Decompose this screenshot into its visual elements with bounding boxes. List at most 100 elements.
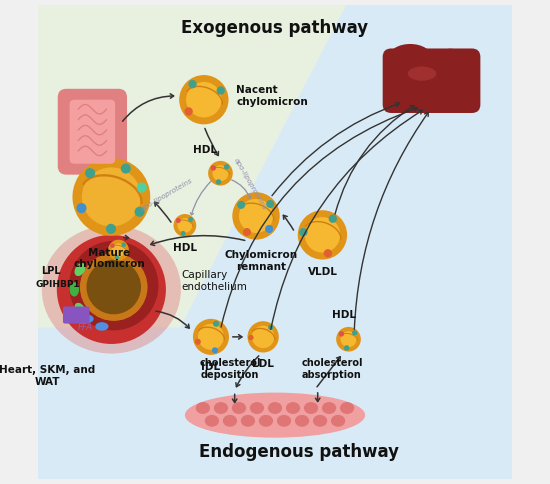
Circle shape [111, 315, 117, 320]
Ellipse shape [196, 402, 210, 414]
Circle shape [224, 164, 229, 169]
Ellipse shape [91, 161, 103, 176]
Circle shape [137, 299, 143, 305]
Polygon shape [38, 5, 346, 327]
Circle shape [103, 255, 109, 260]
Ellipse shape [241, 415, 255, 427]
Circle shape [126, 311, 132, 317]
Circle shape [212, 348, 218, 353]
Circle shape [57, 235, 166, 344]
Circle shape [96, 257, 101, 264]
Circle shape [103, 314, 109, 319]
Circle shape [243, 228, 251, 236]
Circle shape [84, 269, 90, 275]
Circle shape [329, 214, 337, 223]
Ellipse shape [185, 393, 365, 438]
Circle shape [173, 214, 196, 237]
Circle shape [80, 284, 86, 290]
Circle shape [126, 257, 132, 264]
Circle shape [86, 260, 141, 314]
Circle shape [336, 327, 361, 351]
Circle shape [195, 339, 201, 345]
Text: Nacent
chylomicron: Nacent chylomicron [236, 85, 308, 106]
Text: cholesterol
deposition: cholesterol deposition [199, 358, 261, 379]
Circle shape [89, 262, 95, 269]
Circle shape [237, 201, 245, 209]
Ellipse shape [389, 44, 432, 70]
Ellipse shape [340, 402, 354, 414]
Circle shape [140, 292, 146, 298]
Circle shape [298, 210, 347, 259]
Circle shape [344, 345, 349, 350]
Text: LDL: LDL [252, 359, 274, 369]
Text: Chylomicron
remnant: Chylomicron remnant [224, 250, 298, 272]
Ellipse shape [322, 402, 336, 414]
FancyBboxPatch shape [58, 89, 127, 175]
Text: Heart, SKM, and
WAT: Heart, SKM, and WAT [0, 365, 96, 387]
Ellipse shape [74, 263, 86, 276]
Circle shape [193, 319, 229, 355]
Ellipse shape [313, 415, 327, 427]
Ellipse shape [214, 402, 228, 414]
Polygon shape [38, 5, 512, 479]
Circle shape [82, 167, 141, 227]
Circle shape [111, 254, 117, 259]
Text: Exogenous pathway: Exogenous pathway [182, 19, 368, 37]
Circle shape [180, 231, 186, 236]
Ellipse shape [408, 66, 436, 81]
Text: Mature
chylomicron: Mature chylomicron [73, 248, 145, 269]
Text: HDL: HDL [193, 145, 217, 155]
Circle shape [232, 192, 280, 240]
Circle shape [217, 86, 225, 95]
Ellipse shape [205, 415, 219, 427]
Circle shape [188, 217, 193, 222]
Text: Capillary
endothelium: Capillary endothelium [182, 270, 248, 292]
Circle shape [73, 158, 150, 236]
Circle shape [133, 306, 139, 312]
Circle shape [268, 325, 273, 330]
Circle shape [141, 284, 147, 290]
Circle shape [81, 292, 87, 298]
Ellipse shape [277, 415, 291, 427]
Circle shape [339, 331, 344, 337]
Circle shape [252, 326, 274, 348]
Circle shape [198, 324, 224, 350]
Text: VLDL: VLDL [307, 267, 337, 277]
Circle shape [133, 262, 139, 269]
Circle shape [137, 182, 147, 193]
Circle shape [119, 255, 125, 260]
FancyBboxPatch shape [63, 306, 90, 324]
Text: apo-lipoproteins: apo-lipoproteins [140, 177, 194, 212]
Circle shape [208, 161, 233, 185]
Circle shape [119, 314, 125, 319]
Ellipse shape [95, 322, 108, 331]
Circle shape [110, 243, 115, 248]
Circle shape [188, 80, 197, 89]
Ellipse shape [223, 415, 237, 427]
Circle shape [184, 107, 193, 116]
Circle shape [299, 228, 307, 236]
Circle shape [212, 165, 228, 181]
Ellipse shape [304, 402, 318, 414]
Ellipse shape [250, 402, 264, 414]
Circle shape [248, 335, 254, 340]
Text: IDL: IDL [201, 362, 221, 372]
Circle shape [352, 330, 358, 335]
Ellipse shape [268, 402, 282, 414]
Ellipse shape [259, 415, 273, 427]
Circle shape [84, 299, 90, 305]
Circle shape [305, 217, 340, 253]
Ellipse shape [232, 402, 246, 414]
Ellipse shape [295, 415, 309, 427]
Ellipse shape [80, 315, 94, 323]
Circle shape [121, 164, 131, 174]
Ellipse shape [69, 282, 79, 297]
Text: HDL: HDL [332, 310, 356, 320]
Text: GPIHBP1: GPIHBP1 [35, 280, 80, 289]
Circle shape [324, 249, 332, 257]
Circle shape [76, 203, 86, 213]
Ellipse shape [286, 402, 300, 414]
Ellipse shape [331, 415, 345, 427]
Circle shape [216, 179, 221, 184]
Circle shape [340, 331, 356, 347]
